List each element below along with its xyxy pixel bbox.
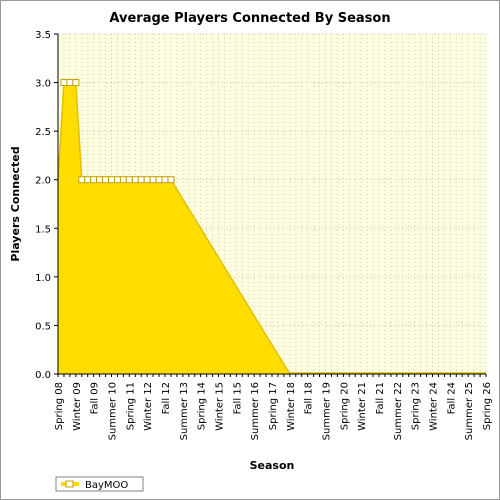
data-point xyxy=(155,176,163,184)
series-markers xyxy=(60,79,175,184)
x-tick-label: Winter 15 xyxy=(215,382,226,431)
x-tick-label: Fall 09 xyxy=(90,382,101,414)
x-tick-label: Summer 10 xyxy=(108,382,119,440)
y-tick-label: 1.0 xyxy=(35,273,51,284)
data-point xyxy=(66,79,74,87)
y-tick-label: 0.0 xyxy=(35,370,51,381)
x-tick-label: Summer 25 xyxy=(464,382,475,440)
x-tick-label: Summer 16 xyxy=(250,382,261,440)
legend-label: BayMOO xyxy=(85,480,128,491)
data-point xyxy=(90,176,98,184)
x-tick-label: Winter 21 xyxy=(357,382,368,431)
data-point xyxy=(78,176,86,184)
data-point xyxy=(161,176,169,184)
x-axis-title: Season xyxy=(250,459,295,472)
x-tick-label: Winter 12 xyxy=(143,382,154,431)
data-point xyxy=(137,176,145,184)
y-tick-label: 2.0 xyxy=(35,176,51,187)
x-tick-label: Fall 21 xyxy=(375,382,386,414)
x-tick-label: Spring 26 xyxy=(482,382,493,430)
y-tick-labels: 0.0 0.5 1.0 1.5 2.0 2.5 3.0 3.5 xyxy=(35,30,51,381)
y-axis-title: Players Connected xyxy=(9,146,22,261)
y-tick-label: 2.5 xyxy=(35,127,51,138)
data-point xyxy=(167,176,175,184)
data-point xyxy=(60,79,68,87)
data-point xyxy=(102,176,110,184)
x-tick-label: Fall 15 xyxy=(232,382,243,414)
y-tick-label: 3.5 xyxy=(35,30,51,41)
x-tick-label: Winter 18 xyxy=(286,382,297,431)
data-point xyxy=(108,176,115,184)
x-tick-label: Winter 24 xyxy=(429,382,440,431)
x-tick-label: Fall 24 xyxy=(446,382,457,414)
y-tick-label: 0.5 xyxy=(35,321,51,332)
x-tick-label: Spring 17 xyxy=(268,382,279,430)
data-point xyxy=(84,176,92,184)
x-tick-label: Summer 13 xyxy=(179,382,190,440)
data-point xyxy=(149,176,157,184)
legend-box xyxy=(55,476,144,492)
data-point xyxy=(125,176,133,184)
x-tick-label: Summer 22 xyxy=(393,382,404,440)
data-point xyxy=(96,176,104,184)
x-tick-label: Spring 20 xyxy=(339,382,350,430)
legend-swatch-marker xyxy=(65,480,74,488)
x-tick-label: Spring 08 xyxy=(54,382,65,430)
data-point xyxy=(113,176,121,184)
data-point xyxy=(72,79,80,87)
chart-title: Average Players Connected By Season xyxy=(109,11,390,26)
y-tick-label: 1.5 xyxy=(35,224,51,235)
x-tick-label: Fall 18 xyxy=(304,382,315,414)
x-tick-labels: Spring 08 Winter 09 Fall 09 Summer 10 Spring… xyxy=(54,382,493,440)
x-tick-label: Spring 23 xyxy=(411,382,422,430)
x-tick-label: Spring 14 xyxy=(197,382,208,430)
x-tick-label: Fall 12 xyxy=(161,382,172,414)
axes xyxy=(54,33,487,377)
x-tick-label: Spring 11 xyxy=(125,382,136,430)
data-point xyxy=(119,176,127,184)
x-tick-label: Winter 09 xyxy=(72,382,83,431)
area-fill xyxy=(58,82,290,375)
data-point xyxy=(143,176,151,184)
x-tick-label: Summer 19 xyxy=(322,382,333,440)
y-tick-label: 3.0 xyxy=(35,79,51,90)
legend: BayMOO xyxy=(55,476,144,492)
data-point xyxy=(131,176,139,184)
